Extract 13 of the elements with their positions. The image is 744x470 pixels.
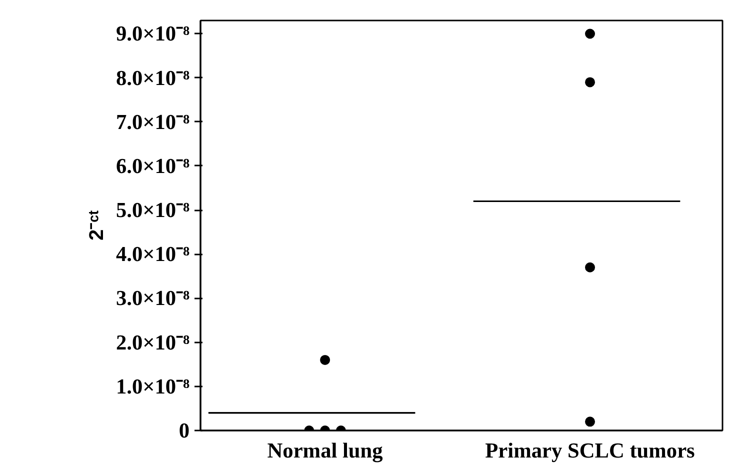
x-tick-label: Primary SCLC tumors [485, 438, 695, 462]
y-tick-label: 3.0×10⁻⁸ [116, 286, 190, 310]
x-tick-label: Normal lung [267, 438, 384, 462]
y-tick-label: 0 [178, 418, 190, 442]
y-axis-title: 2⁻ᶜᵗ [86, 210, 108, 241]
y-tick-label: 7.0×10⁻⁸ [116, 110, 190, 134]
y-tick-label: 4.0×10⁻⁸ [116, 242, 190, 266]
y-tick-label: 8.0×10⁻⁸ [116, 66, 190, 90]
y-tick-label: 1.0×10⁻⁸ [116, 374, 190, 398]
y-tick-label: 6.0×10⁻⁸ [116, 154, 190, 178]
y-tick-label: 5.0×10⁻⁸ [116, 198, 190, 222]
y-tick-label: 9.0×10⁻⁸ [116, 22, 190, 46]
y-tick-label: 2.0×10⁻⁸ [116, 330, 190, 354]
